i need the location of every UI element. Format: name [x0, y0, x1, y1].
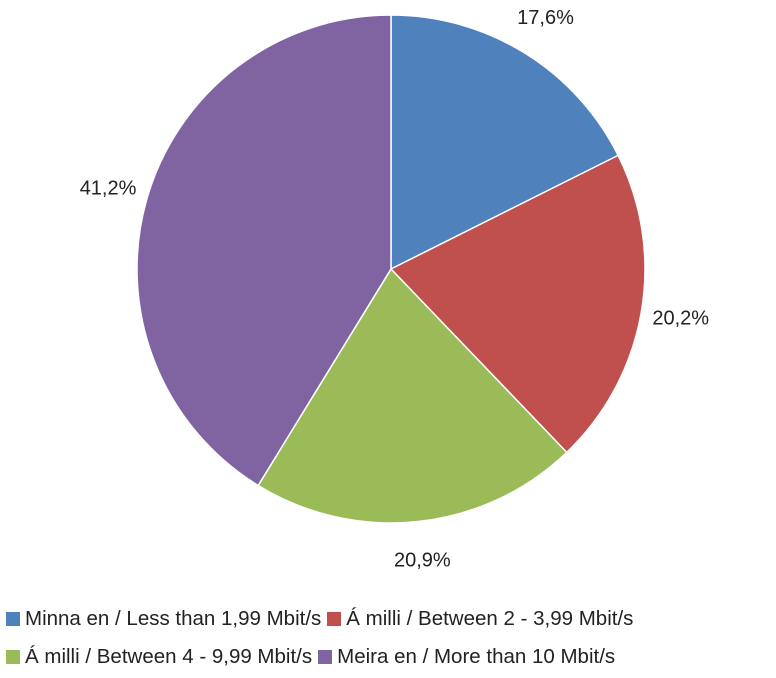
legend-item-4-to-10: Á milli / Between 4 - 9,99 Mbit/s: [6, 638, 312, 676]
data-label-1: 17,6%: [517, 7, 574, 29]
chart-legend: Minna en / Less than 1,99 Mbit/s Á milli…: [6, 600, 776, 676]
legend-swatch-icon: [6, 650, 20, 664]
pie-slices: [136, 14, 646, 524]
pie-data-labels: 17,6% 20,2% 20,9% 41,2%: [80, 7, 710, 571]
legend-swatch-icon: [6, 612, 20, 626]
pie-slice-2: [390, 154, 646, 454]
legend-item-more-than-10: Meira en / More than 10 Mbit/s: [318, 638, 615, 676]
pie-slice-4: [136, 14, 392, 487]
data-label-2: 20,2%: [652, 307, 709, 329]
legend-item-2-to-4: Á milli / Between 2 - 3,99 Mbit/s: [327, 600, 633, 638]
pie-chart: 17,6% 20,2% 20,9% 41,2%: [80, 7, 710, 571]
pie-slice-1: [390, 14, 619, 270]
data-label-4: 41,2%: [80, 177, 137, 199]
legend-row-1: Minna en / Less than 1,99 Mbit/s Á milli…: [6, 600, 776, 638]
legend-label: Meira en / More than 10 Mbit/s: [337, 645, 616, 668]
legend-label: Á milli / Between 2 - 3,99 Mbit/s: [346, 607, 634, 630]
legend-swatch-icon: [327, 612, 342, 626]
legend-item-less-than-2: Minna en / Less than 1,99 Mbit/s: [6, 600, 321, 638]
legend-swatch-icon: [318, 650, 333, 664]
data-label-3: 20,9%: [394, 550, 451, 572]
pie-slice-3: [257, 268, 568, 524]
legend-label: Á milli / Between 4 - 9,99 Mbit/s: [25, 645, 313, 668]
legend-label: Minna en / Less than 1,99 Mbit/s: [25, 607, 322, 630]
legend-row-2: Á milli / Between 4 - 9,99 Mbit/s Meira …: [6, 638, 776, 676]
